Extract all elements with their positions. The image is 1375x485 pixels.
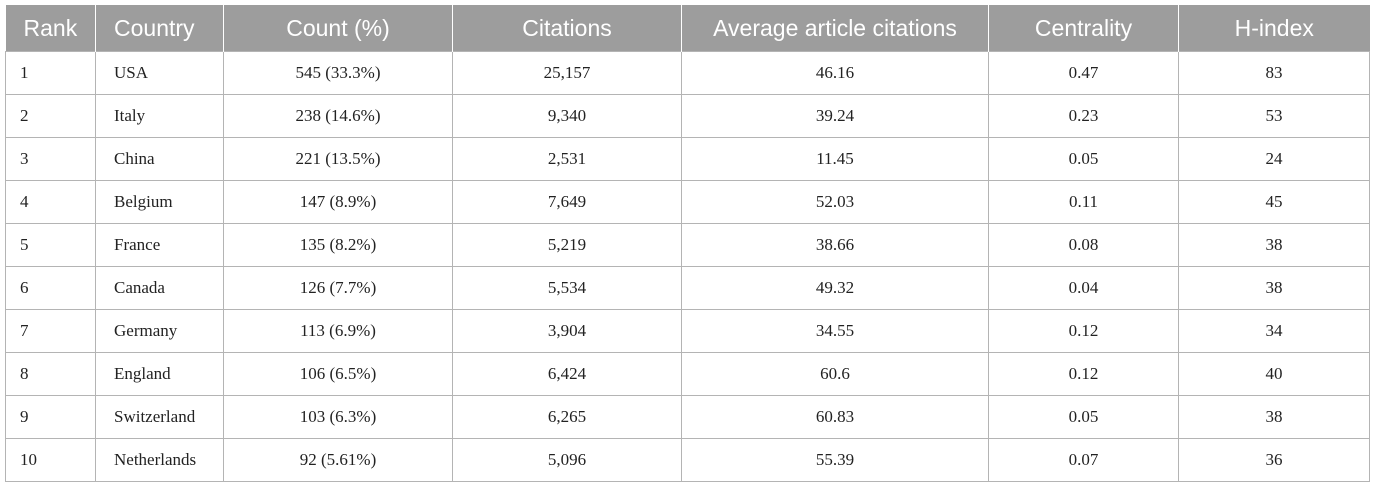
cell-citations: 5,534 [452,266,682,310]
cell-citations: 9,340 [452,94,682,138]
cell-rank: 3 [5,137,96,181]
cell-rank: 2 [5,94,96,138]
cell-country: England [95,352,224,396]
cell-rank: 9 [5,395,96,439]
cell-rank: 7 [5,309,96,353]
cell-h-index: 36 [1178,438,1370,482]
cell-citations: 25,157 [452,51,682,95]
cell-centrality: 0.05 [988,395,1179,439]
table-row: 2 Italy 238 (14.6%) 9,340 39.24 0.23 53 [5,94,1370,138]
cell-rank: 6 [5,266,96,310]
cell-count: 92 (5.61%) [223,438,453,482]
header-average-article-citations: Average article citations [681,5,989,52]
cell-rank: 8 [5,352,96,396]
cell-h-index: 38 [1178,266,1370,310]
cell-h-index: 24 [1178,137,1370,181]
cell-citations: 3,904 [452,309,682,353]
table-row: 10 Netherlands 92 (5.61%) 5,096 55.39 0.07 36 [5,438,1370,482]
header-country: Country [95,5,224,52]
table-row: 7 Germany 113 (6.9%) 3,904 34.55 0.12 34 [5,309,1370,353]
header-rank: Rank [5,5,96,52]
cell-citations: 5,096 [452,438,682,482]
table-row: 3 China 221 (13.5%) 2,531 11.45 0.05 24 [5,137,1370,181]
cell-country: Germany [95,309,224,353]
cell-h-index: 38 [1178,395,1370,439]
table-row: 5 France 135 (8.2%) 5,219 38.66 0.08 38 [5,223,1370,267]
cell-citations: 7,649 [452,180,682,224]
cell-country: Netherlands [95,438,224,482]
cell-centrality: 0.07 [988,438,1179,482]
cell-average-article-citations: 11.45 [681,137,989,181]
cell-count: 106 (6.5%) [223,352,453,396]
cell-country: Italy [95,94,224,138]
cell-country: Belgium [95,180,224,224]
cell-country: Switzerland [95,395,224,439]
country-table: Rank Country Count (%) Citations Average… [5,5,1370,482]
cell-average-article-citations: 49.32 [681,266,989,310]
table-container: Rank Country Count (%) Citations Average… [5,5,1370,482]
table-row: 4 Belgium 147 (8.9%) 7,649 52.03 0.11 45 [5,180,1370,224]
cell-average-article-citations: 34.55 [681,309,989,353]
table-row: 8 England 106 (6.5%) 6,424 60.6 0.12 40 [5,352,1370,396]
cell-count: 113 (6.9%) [223,309,453,353]
table-row: 6 Canada 126 (7.7%) 5,534 49.32 0.04 38 [5,266,1370,310]
cell-citations: 6,265 [452,395,682,439]
cell-count: 103 (6.3%) [223,395,453,439]
cell-average-article-citations: 60.6 [681,352,989,396]
header-centrality: Centrality [988,5,1179,52]
cell-country: France [95,223,224,267]
cell-rank: 1 [5,51,96,95]
cell-h-index: 53 [1178,94,1370,138]
cell-average-article-citations: 46.16 [681,51,989,95]
cell-citations: 6,424 [452,352,682,396]
header-count: Count (%) [223,5,453,52]
cell-count: 221 (13.5%) [223,137,453,181]
cell-count: 238 (14.6%) [223,94,453,138]
cell-count: 126 (7.7%) [223,266,453,310]
cell-country: China [95,137,224,181]
cell-count: 545 (33.3%) [223,51,453,95]
cell-h-index: 34 [1178,309,1370,353]
cell-country: Canada [95,266,224,310]
cell-count: 147 (8.9%) [223,180,453,224]
table-header: Rank Country Count (%) Citations Average… [5,5,1370,52]
cell-citations: 2,531 [452,137,682,181]
table-body: 1 USA 545 (33.3%) 25,157 46.16 0.47 83 2 Italy 23… [5,51,1370,482]
cell-rank: 4 [5,180,96,224]
cell-count: 135 (8.2%) [223,223,453,267]
cell-centrality: 0.04 [988,266,1179,310]
cell-average-article-citations: 52.03 [681,180,989,224]
cell-rank: 10 [5,438,96,482]
table-row: 1 USA 545 (33.3%) 25,157 46.16 0.47 83 [5,51,1370,95]
cell-centrality: 0.08 [988,223,1179,267]
header-h-index: H-index [1178,5,1370,52]
cell-rank: 5 [5,223,96,267]
cell-centrality: 0.12 [988,352,1179,396]
cell-centrality: 0.23 [988,94,1179,138]
cell-h-index: 38 [1178,223,1370,267]
cell-citations: 5,219 [452,223,682,267]
table-row: 9 Switzerland 103 (6.3%) 6,265 60.83 0.05 38 [5,395,1370,439]
cell-centrality: 0.05 [988,137,1179,181]
cell-h-index: 83 [1178,51,1370,95]
cell-h-index: 40 [1178,352,1370,396]
header-citations: Citations [452,5,682,52]
cell-centrality: 0.11 [988,180,1179,224]
cell-country: USA [95,51,224,95]
cell-centrality: 0.47 [988,51,1179,95]
header-row: Rank Country Count (%) Citations Average… [5,5,1370,52]
cell-average-article-citations: 60.83 [681,395,989,439]
cell-average-article-citations: 55.39 [681,438,989,482]
cell-average-article-citations: 38.66 [681,223,989,267]
cell-average-article-citations: 39.24 [681,94,989,138]
cell-centrality: 0.12 [988,309,1179,353]
cell-h-index: 45 [1178,180,1370,224]
